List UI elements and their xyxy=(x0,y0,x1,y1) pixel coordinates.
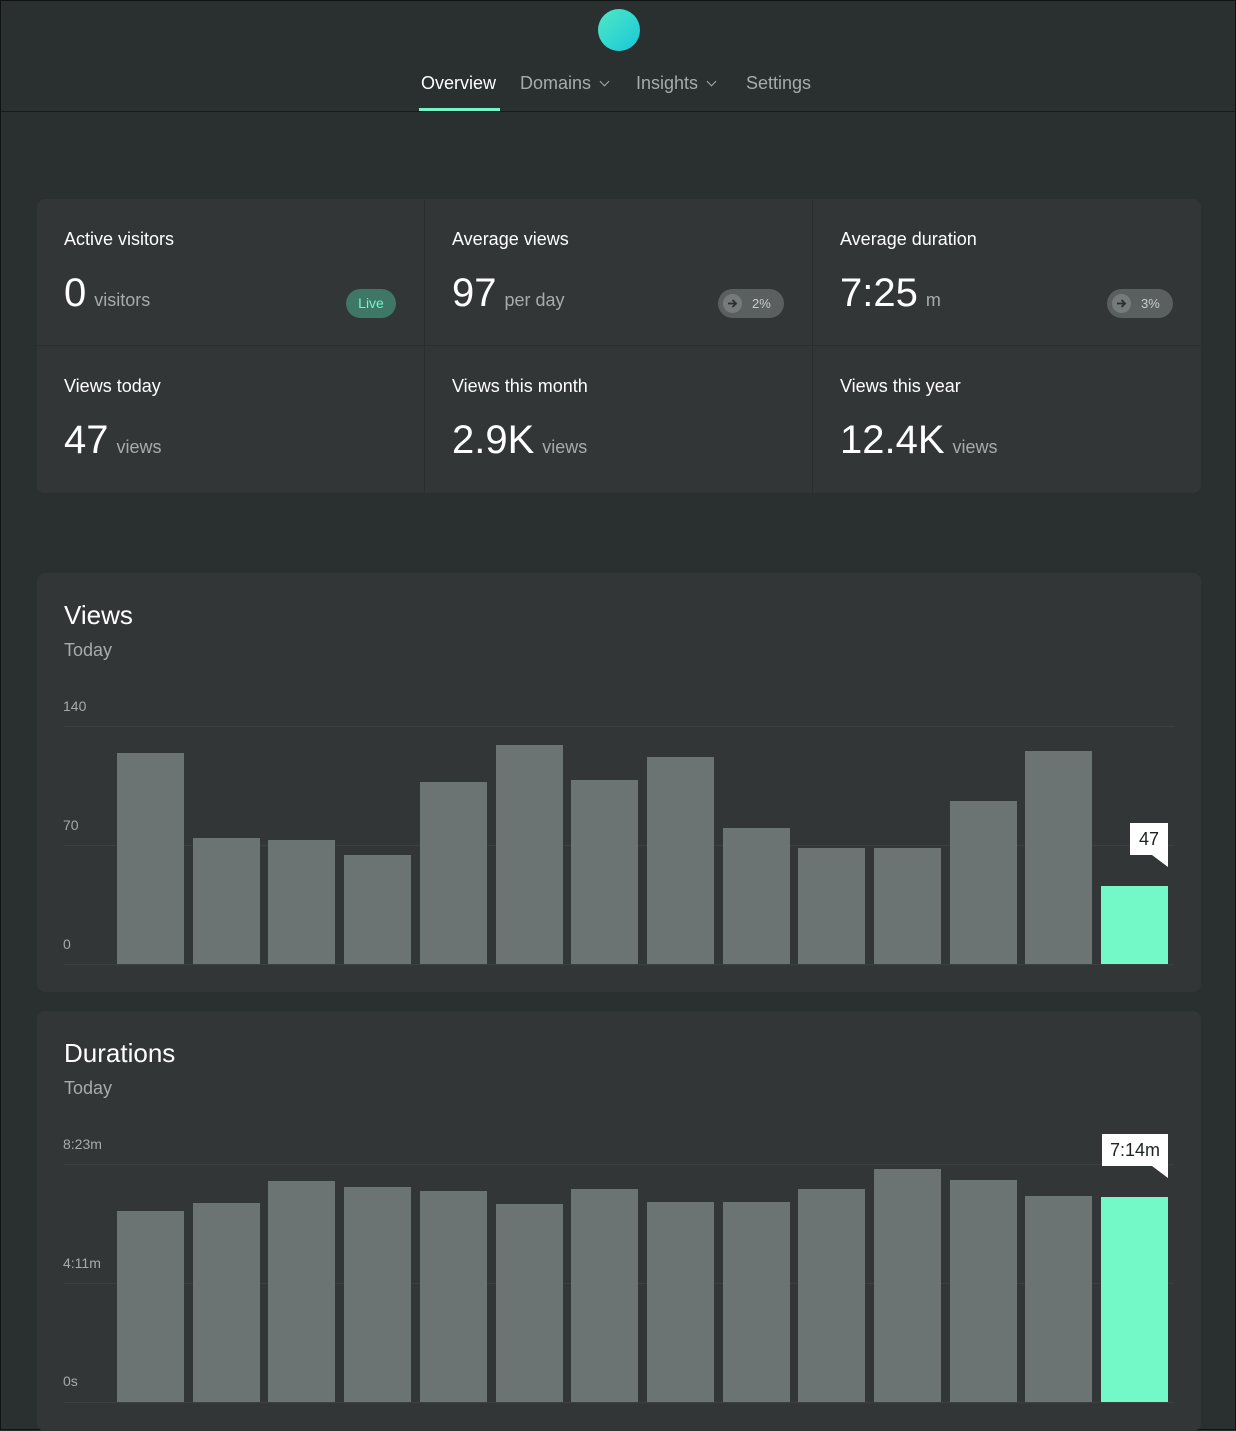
stat-number: 2.9K xyxy=(452,418,535,462)
stat-label: Views this month xyxy=(452,376,588,396)
nav-settings-label: Settings xyxy=(746,73,812,93)
bar[interactable] xyxy=(571,1189,638,1402)
bar[interactable] xyxy=(950,1180,1017,1402)
stat-average-views: Average views 97 per day 2% xyxy=(425,199,813,346)
bar[interactable] xyxy=(647,757,714,964)
gridline xyxy=(64,726,1174,727)
y-tick-label: 70 xyxy=(63,817,79,833)
stat-unit: views xyxy=(116,437,162,457)
stat-views-month: Views this month 2.9K views xyxy=(425,346,813,493)
stat-active-visitors: Active visitors 0 visitors Live xyxy=(37,199,425,346)
nav-insights-label: Insights xyxy=(636,73,699,93)
logo[interactable] xyxy=(598,9,640,51)
y-tick-label: 140 xyxy=(63,698,87,714)
trend-badge: 2% xyxy=(718,289,784,318)
y-tick-label: 4:11m xyxy=(63,1255,101,1271)
stat-value: 0 visitors xyxy=(64,271,150,316)
chevron-down-icon xyxy=(599,76,610,87)
stat-unit: views xyxy=(542,437,588,457)
current-bar[interactable] xyxy=(1101,886,1168,964)
chart-tooltip: 47 xyxy=(1130,823,1168,867)
bar[interactable] xyxy=(420,1191,487,1402)
stat-number: 7:25 xyxy=(840,271,918,315)
stat-value: 47 views xyxy=(64,418,162,463)
bar[interactable] xyxy=(798,1189,865,1402)
views-chart-card: Views Today 140 70 0 47 xyxy=(37,573,1201,992)
bar[interactable] xyxy=(193,1203,260,1402)
stat-label: Average duration xyxy=(840,229,977,249)
arrow-right-icon xyxy=(1112,294,1131,313)
main-nav: Overview Domains Insights Settings xyxy=(1,61,1235,111)
y-tick-label: 0 xyxy=(63,936,71,952)
header: Overview Domains Insights Settings xyxy=(1,1,1235,112)
chevron-down-icon xyxy=(706,76,717,87)
stat-unit: visitors xyxy=(94,290,151,310)
stat-unit: m xyxy=(925,290,941,310)
bar[interactable] xyxy=(344,855,411,964)
stats-panel: Active visitors 0 visitors Live Average v… xyxy=(37,199,1201,493)
trend-value: 3% xyxy=(1141,296,1160,311)
bar[interactable] xyxy=(874,848,941,964)
bar[interactable] xyxy=(496,1204,563,1402)
bar[interactable] xyxy=(268,1181,335,1402)
durations-chart-card: Durations Today 8:23m 4:11m 0s 7:14m xyxy=(37,1011,1201,1431)
bar[interactable] xyxy=(268,840,335,964)
current-bar[interactable] xyxy=(1101,1197,1168,1402)
stat-number: 0 xyxy=(64,271,87,315)
y-tick-label: 8:23m xyxy=(63,1136,102,1152)
nav-overview-label: Overview xyxy=(421,73,497,93)
nav-overview[interactable]: Overview xyxy=(421,73,496,94)
trend-value: 2% xyxy=(752,296,771,311)
bar[interactable] xyxy=(798,848,865,964)
stat-number: 97 xyxy=(452,271,497,315)
stat-label: Active visitors xyxy=(64,229,175,249)
stat-unit: views xyxy=(952,437,998,457)
bar[interactable] xyxy=(1025,751,1092,964)
chart-title: Durations xyxy=(64,1038,176,1068)
bar[interactable] xyxy=(723,1202,790,1402)
nav-domains-label: Domains xyxy=(520,73,592,93)
live-badge: Live xyxy=(346,289,396,318)
chart-title: Views xyxy=(64,600,133,630)
stat-value: 7:25 m xyxy=(840,271,941,316)
gridline xyxy=(64,1164,1174,1165)
bar[interactable] xyxy=(496,745,563,964)
stat-label: Views this year xyxy=(840,376,961,396)
stat-label: Views today xyxy=(64,376,161,396)
nav-active-indicator xyxy=(419,108,500,111)
bar[interactable] xyxy=(117,753,184,964)
gridline xyxy=(64,1402,1174,1403)
stat-unit: per day xyxy=(504,290,565,310)
gridline xyxy=(64,964,1174,965)
stat-number: 12.4K xyxy=(840,418,945,462)
bar[interactable] xyxy=(344,1187,411,1402)
bar[interactable] xyxy=(420,782,487,964)
bar[interactable] xyxy=(647,1202,714,1402)
stat-number: 47 xyxy=(64,418,109,462)
y-tick-label: 0s xyxy=(63,1373,78,1389)
bar[interactable] xyxy=(193,838,260,964)
arrow-right-icon xyxy=(723,294,742,313)
nav-insights[interactable]: Insights xyxy=(636,73,717,94)
trend-badge: 3% xyxy=(1107,289,1173,318)
nav-domains[interactable]: Domains xyxy=(520,73,610,94)
stat-value: 97 per day xyxy=(452,271,565,316)
bar[interactable] xyxy=(117,1211,184,1402)
bar[interactable] xyxy=(723,828,790,964)
bar[interactable] xyxy=(874,1169,941,1402)
stat-views-today: Views today 47 views xyxy=(37,346,425,493)
chart-subtitle: Today xyxy=(64,1078,113,1098)
chart-subtitle: Today xyxy=(64,640,113,660)
bar[interactable] xyxy=(571,780,638,964)
nav-settings[interactable]: Settings xyxy=(746,73,811,94)
stat-value: 12.4K views xyxy=(840,418,998,463)
stat-label: Average views xyxy=(452,229,569,249)
stat-value: 2.9K views xyxy=(452,418,587,463)
chart-tooltip: 7:14m xyxy=(1102,1134,1168,1178)
stat-average-duration: Average duration 7:25 m 3% xyxy=(813,199,1201,346)
bar[interactable] xyxy=(1025,1196,1092,1402)
bar[interactable] xyxy=(950,801,1017,964)
stat-views-year: Views this year 12.4K views xyxy=(813,346,1201,493)
